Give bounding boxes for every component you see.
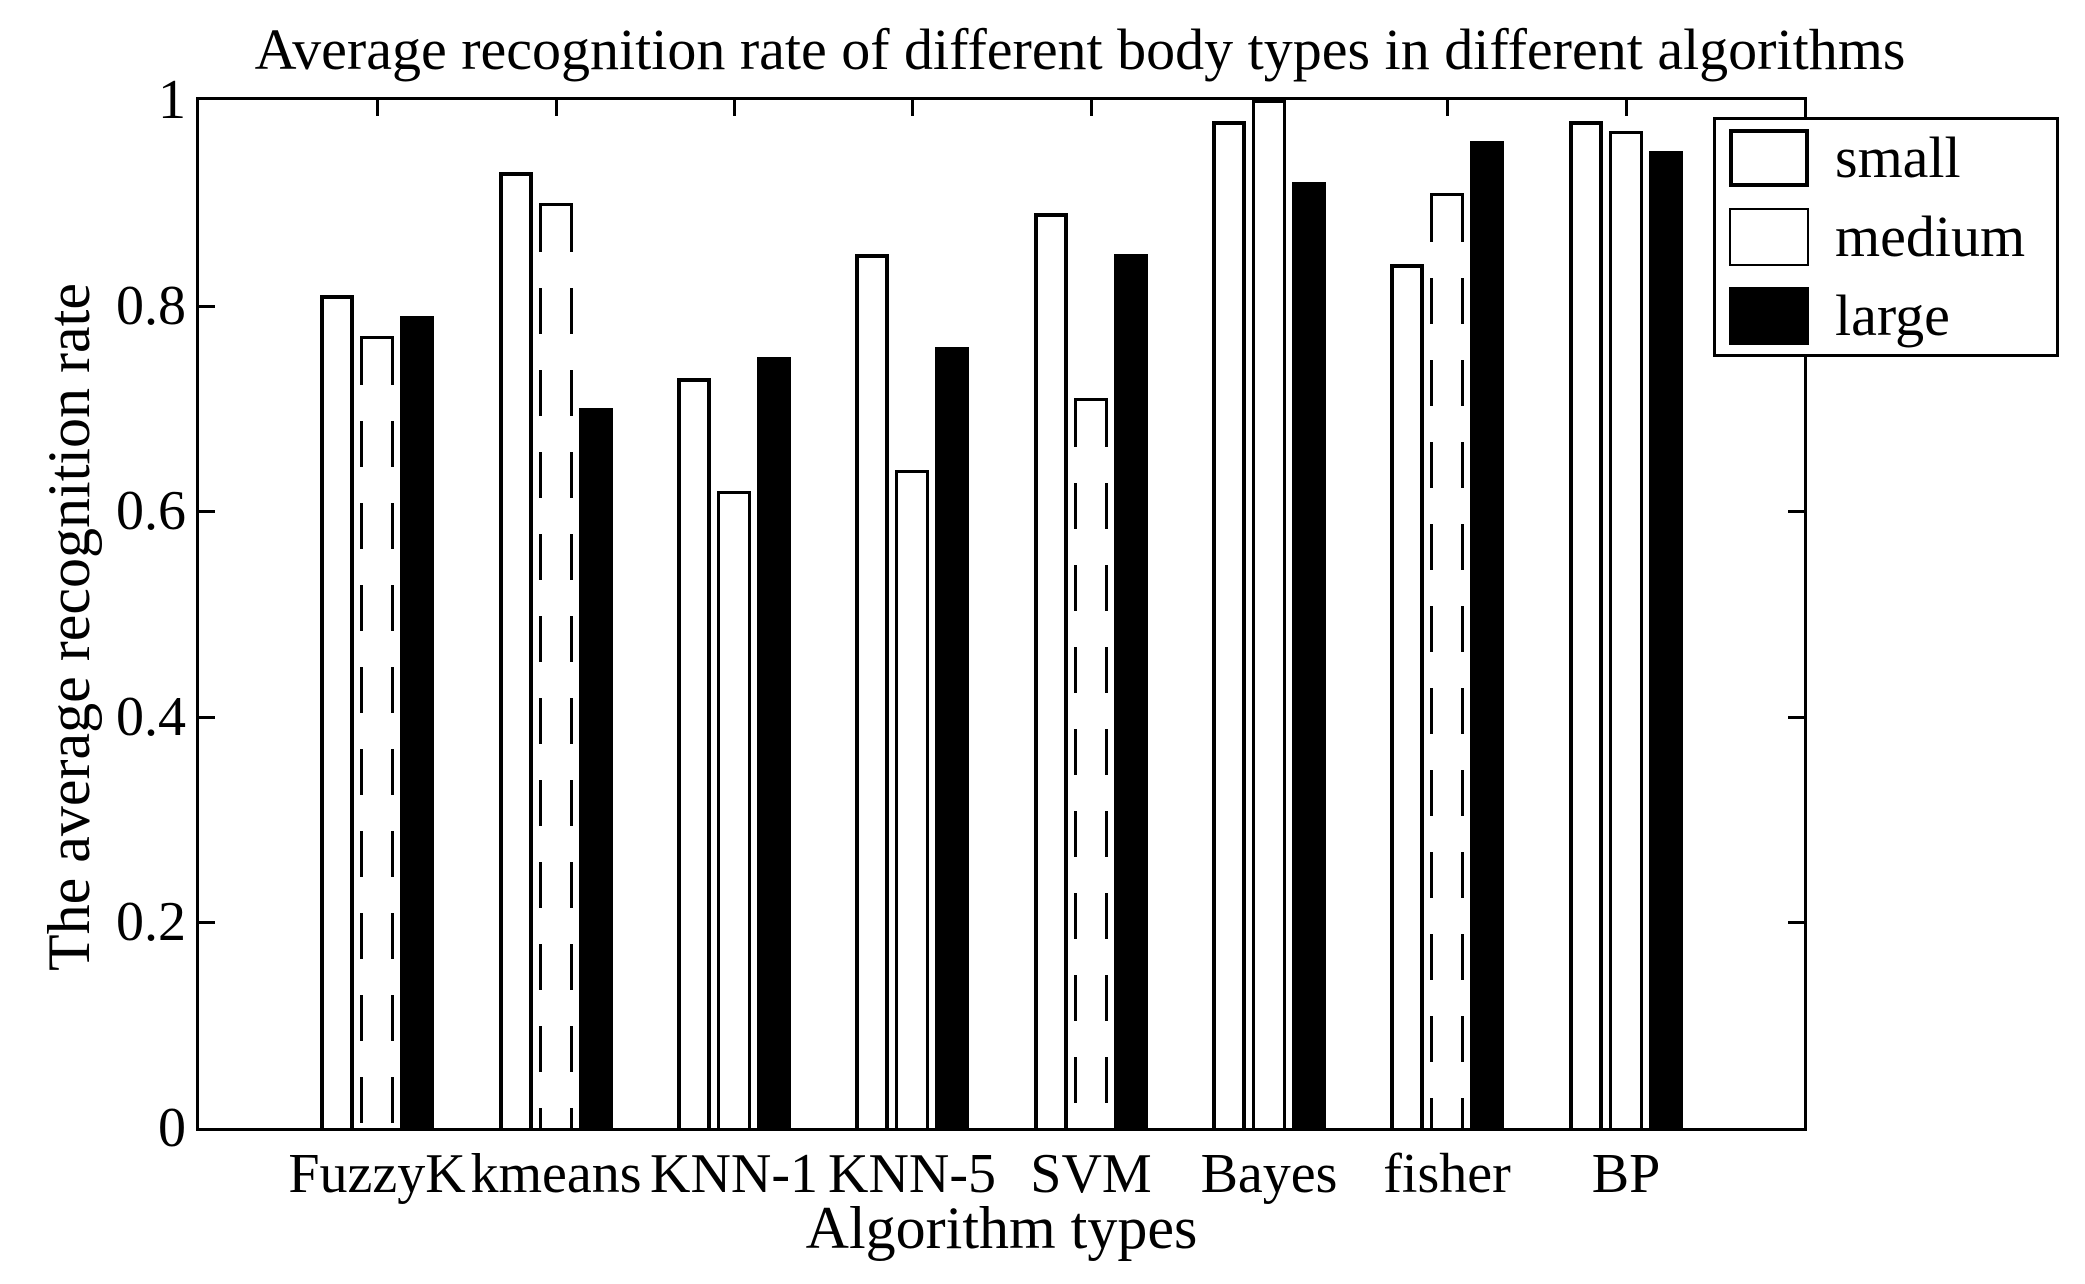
bar-small-FuzzyK — [320, 295, 354, 1128]
y-tick-mark-0.8-left — [199, 305, 215, 308]
chart-title: Average recognition rate of different bo… — [254, 17, 1906, 82]
bar-small-SVM — [1034, 213, 1068, 1128]
bar-edge — [1609, 134, 1612, 1128]
x-axis-label: Algorithm types — [805, 1195, 1198, 1261]
legend-item-large: large — [1729, 287, 2056, 345]
y-tick-mark-0.2-right — [1788, 921, 1804, 924]
bar-edge — [360, 339, 363, 1128]
y-tick-label-0: 0 — [158, 1097, 186, 1159]
y-tick-mark-0.6-left — [199, 510, 215, 513]
x-category-label-BP: BP — [1591, 1143, 1661, 1205]
bar-medium-fisher — [1430, 193, 1464, 1128]
bar-edge — [1074, 401, 1077, 1128]
y-tick-label-0.2: 0.2 — [116, 891, 186, 953]
legend-label-medium: medium — [1835, 204, 2026, 269]
bar-edge — [1283, 103, 1286, 1128]
bar-edge — [748, 494, 751, 1128]
y-tick-mark-0.4-left — [199, 716, 215, 719]
x-category-label-FuzzyK: FuzzyK — [288, 1143, 466, 1205]
y-tick-label-0.4: 0.4 — [116, 686, 186, 748]
x-tick-mark-FuzzyK — [376, 100, 379, 116]
bar-edge — [1430, 196, 1433, 1128]
legend-item-medium: medium — [1729, 208, 2056, 266]
legend-item-small: small — [1729, 129, 2056, 187]
bar-small-BP — [1569, 121, 1603, 1128]
x-tick-mark-kmeans — [555, 100, 558, 116]
bar-edge — [391, 339, 394, 1128]
legend-label-large: large — [1835, 283, 1950, 348]
y-tick-mark-0.6-right — [1788, 510, 1804, 513]
bar-large-KNN-5 — [935, 347, 969, 1128]
bar-large-BP — [1649, 151, 1683, 1128]
bar-small-Bayes — [1212, 121, 1246, 1128]
legend-label-small: small — [1835, 125, 1961, 190]
bar-small-kmeans — [499, 172, 533, 1128]
bar-large-Bayes — [1292, 182, 1326, 1128]
bar-large-SVM — [1114, 254, 1148, 1128]
bar-large-KNN-1 — [757, 357, 791, 1128]
bar-edge — [1640, 134, 1643, 1128]
y-tick-label-0.8: 0.8 — [116, 275, 186, 337]
x-tick-mark-BP — [1625, 100, 1628, 116]
x-category-label-Bayes: Bayes — [1200, 1143, 1338, 1205]
bar-edge — [1105, 401, 1108, 1128]
legend-swatch-medium — [1729, 208, 1809, 266]
y-tick-label-0.6: 0.6 — [116, 480, 186, 542]
bar-edge — [1252, 103, 1255, 1128]
bar-large-kmeans — [579, 408, 613, 1128]
bar-small-KNN-1 — [677, 378, 711, 1128]
x-tick-mark-SVM — [1090, 100, 1093, 116]
bar-small-fisher — [1390, 264, 1424, 1128]
x-category-label-KNN-5: KNN-5 — [828, 1143, 996, 1205]
legend-swatch-large — [1729, 287, 1809, 345]
x-tick-mark-KNN-5 — [911, 100, 914, 116]
bar-edge — [895, 473, 898, 1128]
plot-area — [196, 97, 1807, 1131]
bar-edge — [1461, 196, 1464, 1128]
x-category-label-fisher: fisher — [1383, 1143, 1511, 1205]
bar-large-fisher — [1470, 141, 1504, 1128]
bar-medium-KNN-5 — [895, 470, 929, 1128]
bar-medium-BP — [1609, 131, 1643, 1128]
bar-edge — [717, 494, 720, 1128]
y-tick-mark-0.2-left — [199, 921, 215, 924]
x-tick-mark-fisher — [1446, 100, 1449, 116]
bar-medium-KNN-1 — [717, 491, 751, 1128]
y-tick-label-1: 1 — [158, 69, 186, 131]
bar-small-KNN-5 — [855, 254, 889, 1128]
bar-medium-FuzzyK — [360, 336, 394, 1128]
legend-swatch-small — [1729, 129, 1809, 187]
x-category-label-KNN-1: KNN-1 — [650, 1143, 818, 1205]
bar-edge — [926, 473, 929, 1128]
bar-medium-kmeans — [539, 203, 573, 1128]
x-category-label-SVM: SVM — [1030, 1143, 1152, 1205]
bar-large-FuzzyK — [400, 316, 434, 1128]
bar-medium-Bayes — [1252, 100, 1286, 1128]
bar-medium-SVM — [1074, 398, 1108, 1128]
bar-edge — [570, 206, 573, 1128]
x-tick-mark-KNN-1 — [733, 100, 736, 116]
bar-edge — [539, 206, 542, 1128]
y-tick-mark-0.4-right — [1788, 716, 1804, 719]
legend: small medium large — [1713, 117, 2059, 357]
x-category-label-kmeans: kmeans — [470, 1143, 642, 1205]
